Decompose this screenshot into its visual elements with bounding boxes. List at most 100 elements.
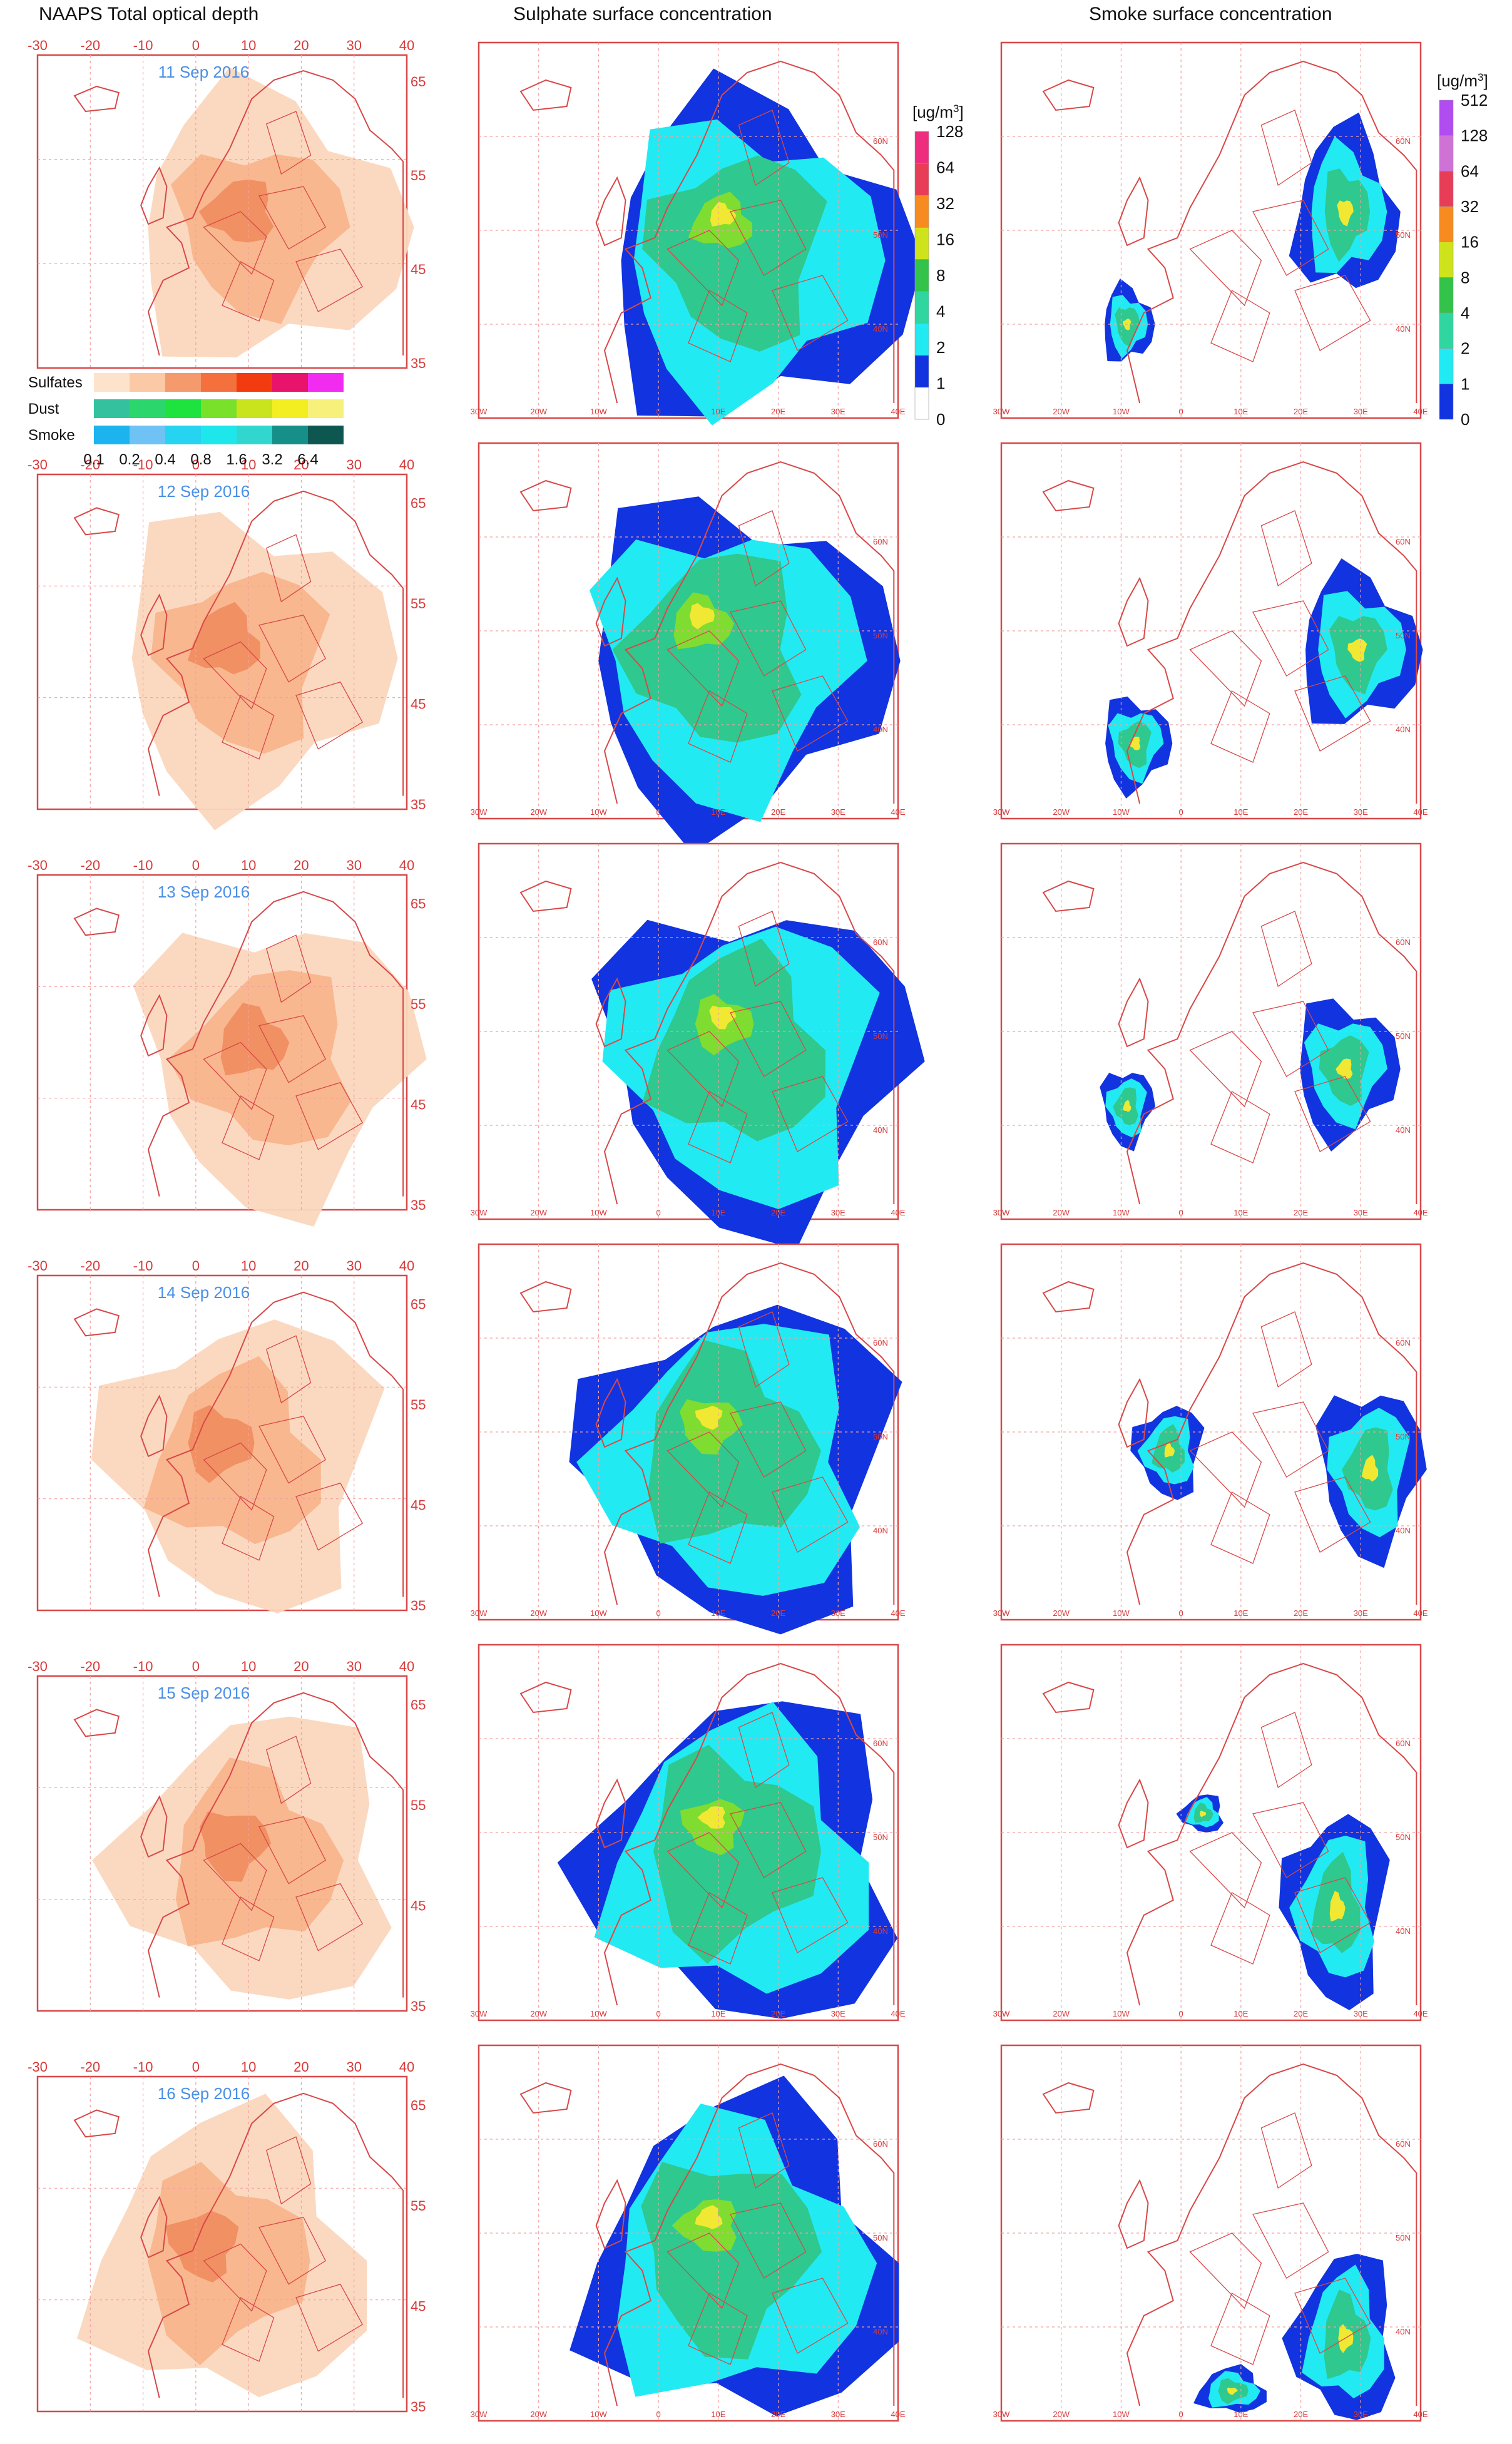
aod-date-label: 11 Sep 2016: [158, 63, 250, 81]
smoke-lat-tick: 50N: [1396, 1833, 1411, 1842]
sulphate-zone-16: [695, 2205, 723, 2229]
coastline-iceland: [1042, 2082, 1095, 2114]
smoke-zone-8: [1164, 1443, 1175, 1458]
smoke-lon-tick: 0: [1179, 407, 1183, 416]
smoke-lon-tick: 40E: [1413, 807, 1428, 817]
country-border: [1260, 1311, 1312, 1388]
aod-lon-tick: 20: [294, 38, 309, 53]
sulphate-legend-band: [914, 387, 929, 420]
smoke-map-4: 30W 20W 10W 0 10E 20E 30E 40E 60N 50N 40N: [993, 1243, 1428, 1621]
country-border: [738, 911, 790, 988]
aod-lon-tick: 0: [192, 857, 200, 873]
aod-lat-tick: 45: [411, 262, 426, 277]
sulphate-lat-tick: 50N: [873, 2233, 888, 2242]
aod-legend-swatch: [237, 426, 272, 444]
aod-lon-tick: 40: [399, 1258, 414, 1274]
sulphate-lon-tick: 30E: [831, 2009, 845, 2018]
smoke-lon-tick: 40E: [1413, 2009, 1428, 2018]
aod-lon-tick: 20: [294, 1659, 309, 1674]
sulphate-lon-tick: 20W: [530, 2410, 547, 2419]
country-border: [258, 1015, 327, 1083]
aod-lon-tick: -30: [28, 38, 48, 53]
sulphate-lon-tick: 10E: [711, 1608, 725, 1618]
sulphate-lon-tick: 40E: [891, 1208, 905, 1217]
aod-legend-swatch: [308, 373, 344, 392]
smoke-legend-unit-suffix: ]: [1484, 71, 1488, 90]
aod-lon-tick: -10: [133, 457, 153, 473]
aod-lon-tick: 40: [399, 457, 414, 473]
aod-lon-tick: 0: [192, 38, 200, 53]
sulphate-lat-tick: 40N: [873, 1926, 888, 1936]
header-smoke-concentration: Smoke surface concentration: [1089, 4, 1332, 24]
smoke-lon-tick: 20W: [1053, 1608, 1070, 1618]
aod-lon-tick: -10: [133, 857, 153, 873]
coastline: [1126, 1262, 1418, 1605]
aod-legend-swatch: [272, 426, 308, 444]
sulphate-legend-unit-prefix: [ug/m: [912, 103, 953, 121]
country-border: [1260, 110, 1312, 187]
sulphate-lon-tick: 0: [656, 807, 661, 817]
smoke-lat-tick: 50N: [1396, 230, 1411, 240]
sulphate-legend-unit: [ug/m3]: [912, 103, 964, 122]
aod-lat-tick: 65: [411, 74, 426, 89]
sulphate-lon-tick: 10W: [590, 407, 607, 416]
aod-legend: Sulfates Dust Smoke 0.1 0.2 0.4 0.8 1.6 3.2 6.4: [28, 373, 344, 468]
aod-lon-tick: 20: [294, 857, 309, 873]
sulphate-legend-level: 64: [936, 158, 954, 177]
coastline-uk: [595, 1778, 626, 1849]
coastline-uk: [1118, 2179, 1149, 2249]
sulphate-lon-tick: 10E: [711, 1208, 725, 1217]
aod-lon-tick: -30: [28, 857, 48, 873]
coastline-iceland: [519, 79, 572, 111]
sulphate-lon-tick: 40E: [891, 2410, 905, 2419]
country-border: [1210, 1091, 1270, 1163]
country-border: [295, 2283, 364, 2352]
country-border: [266, 2136, 312, 2205]
aod-lon-tick: -20: [80, 1258, 100, 1274]
smoke-lat-tick: 40N: [1396, 1125, 1411, 1135]
smoke-legend-unit-exponent: 3: [1478, 71, 1483, 83]
sulphate-zone-16: [695, 1406, 723, 1430]
smoke-legend-band: [1439, 242, 1454, 278]
sulphate-zone-4: [642, 155, 827, 352]
sulphate-lon-tick: 30W: [471, 1208, 488, 1217]
coastline-iceland: [519, 1281, 572, 1313]
aod-lat-tick: 35: [411, 355, 426, 371]
smoke-legend-level: 512: [1461, 91, 1488, 110]
sulphate-lon-tick: 10E: [711, 2009, 725, 2018]
smoke-legend-band: [1439, 206, 1454, 242]
country-border: [203, 1442, 267, 1511]
coastline-iceland: [519, 880, 572, 913]
aod-lat-tick: 35: [411, 797, 426, 812]
sulphate-zone-4: [612, 553, 802, 743]
coastline-iceland: [73, 1308, 120, 1337]
smoke-zone-8: [1361, 1455, 1379, 1482]
sulphate-lat-tick: 50N: [873, 1432, 888, 1441]
aod-sulfate-plume-core: [188, 1404, 255, 1483]
country-border: [738, 110, 790, 187]
smoke-lon-tick: 40E: [1413, 2410, 1428, 2419]
country-border: [772, 1076, 849, 1152]
sulphate-legend-band: [914, 163, 929, 196]
country-border: [688, 1091, 748, 1163]
smoke-legend-band: [1439, 312, 1454, 349]
country-border: [730, 1802, 807, 1878]
country-border: [1189, 1031, 1262, 1108]
sulphate-legend-band: [914, 291, 929, 324]
sulphate-legend-level: 32: [936, 194, 954, 213]
sulphate-lon-tick: 0: [656, 407, 661, 416]
coastline: [1126, 2063, 1418, 2406]
smoke-lon-tick: 20W: [1053, 407, 1070, 416]
coastline-uk: [595, 576, 626, 647]
sulphate-legend-level: 16: [936, 230, 954, 249]
aod-legend-swatch: [130, 426, 165, 444]
smoke-lon-tick: 30E: [1354, 807, 1368, 817]
sulphate-lat-tick: 50N: [873, 631, 888, 640]
sulphate-lon-tick: 40E: [891, 407, 905, 416]
coastline-uk: [140, 994, 168, 1057]
sulphate-lon-tick: 30W: [471, 2009, 488, 2018]
aod-lon-tick: -20: [80, 1659, 100, 1674]
smoke-lon-tick: 10W: [1113, 1608, 1130, 1618]
coastline: [1126, 60, 1418, 404]
